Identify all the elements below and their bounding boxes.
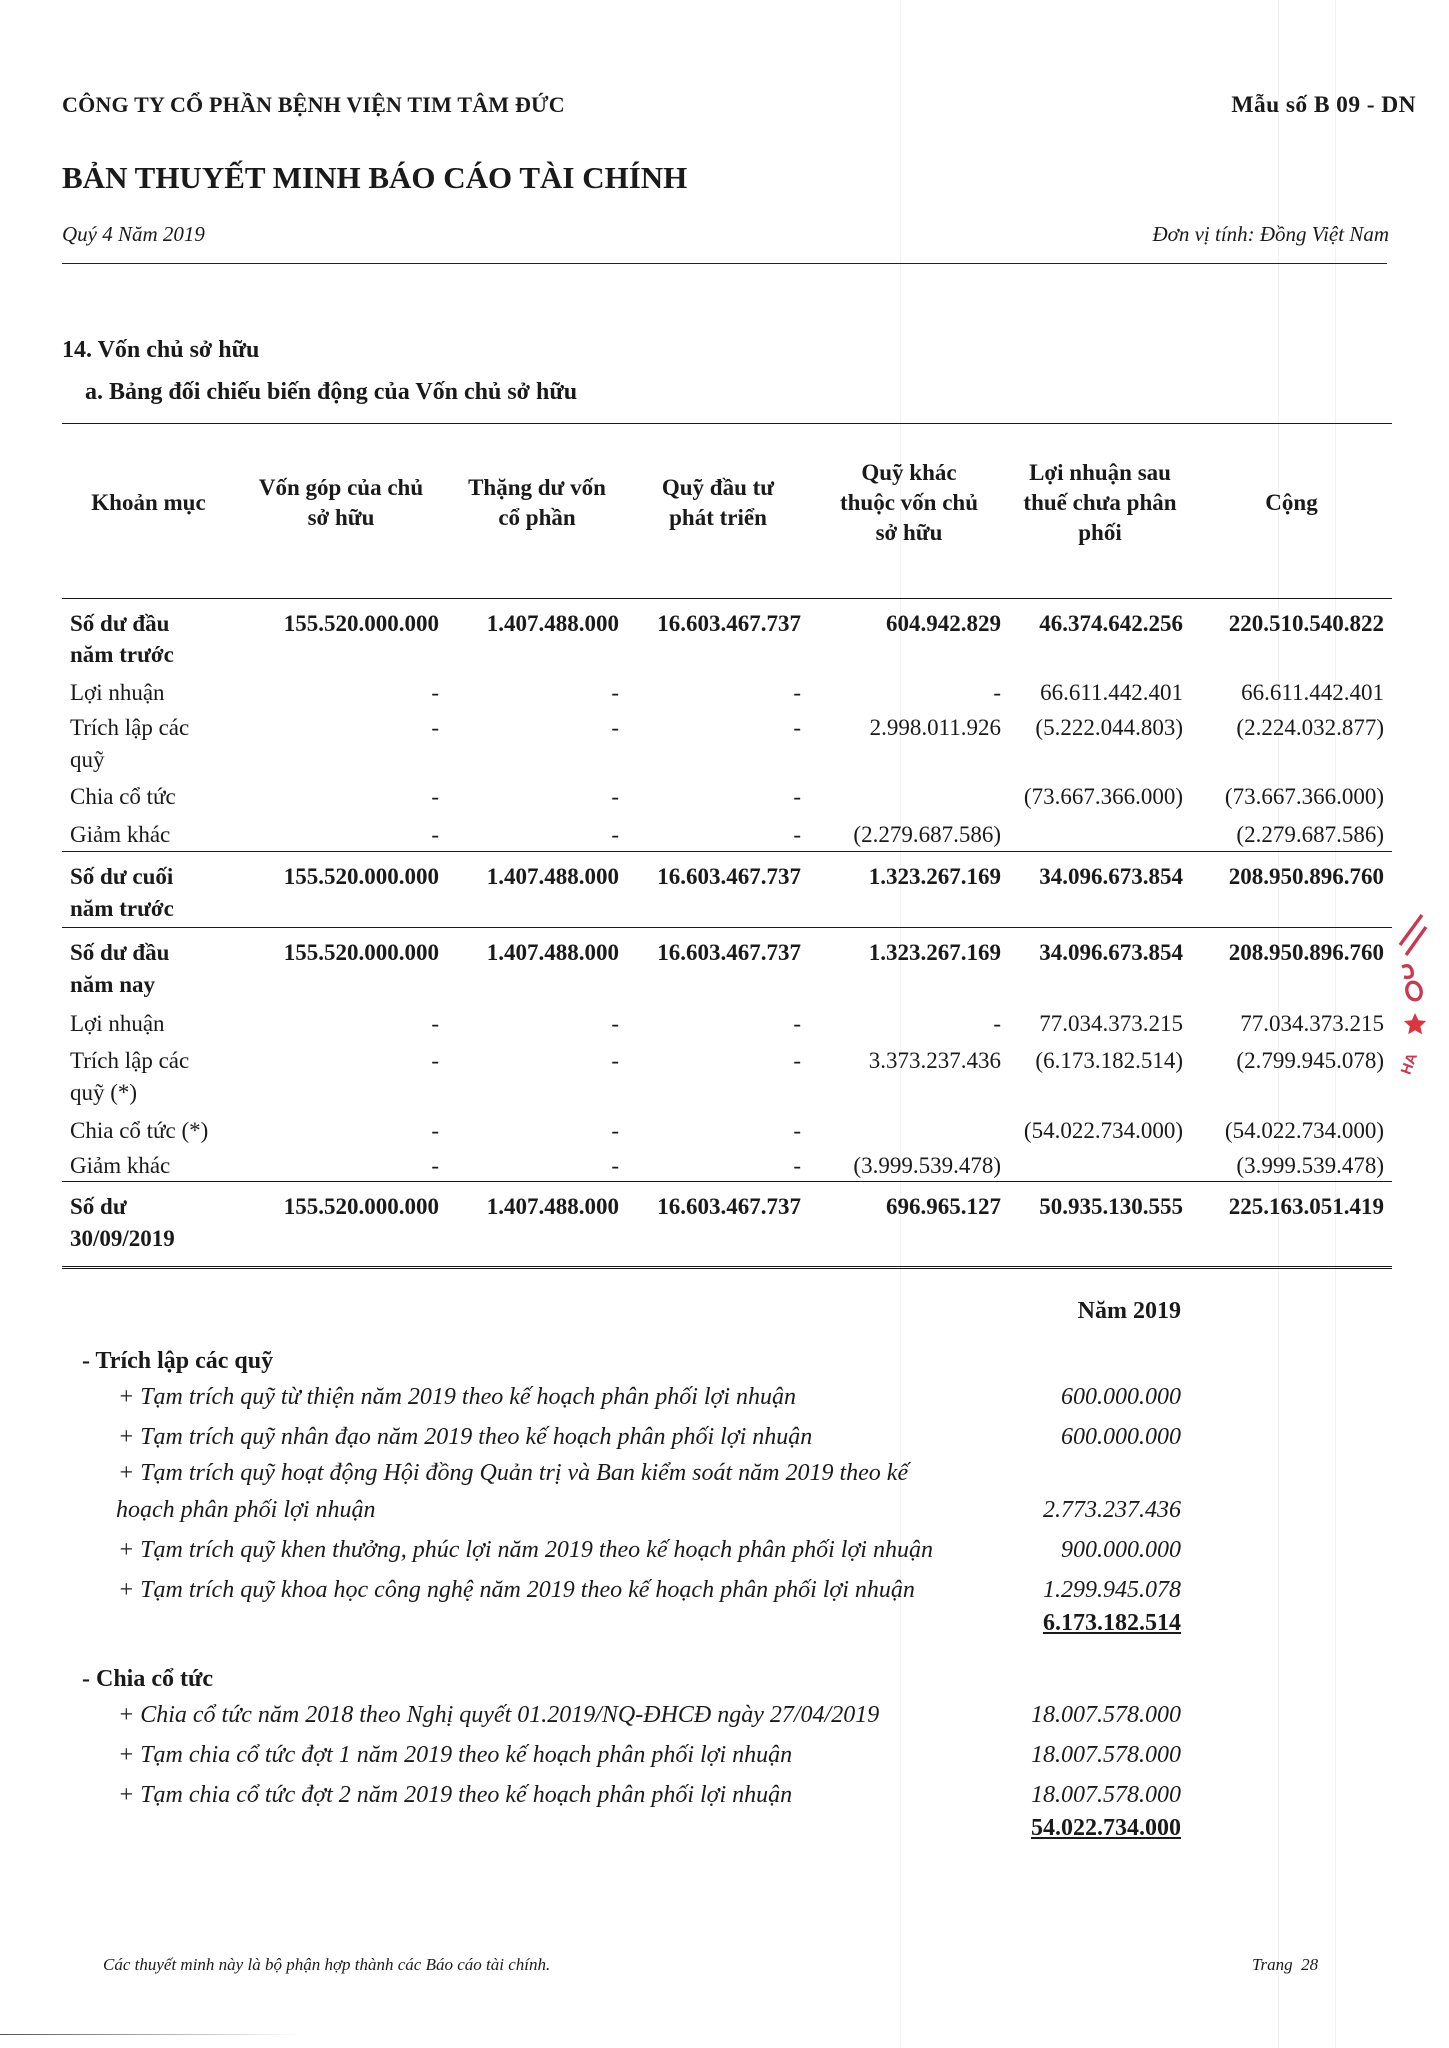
svg-text:HA: HA <box>1398 1051 1421 1077</box>
